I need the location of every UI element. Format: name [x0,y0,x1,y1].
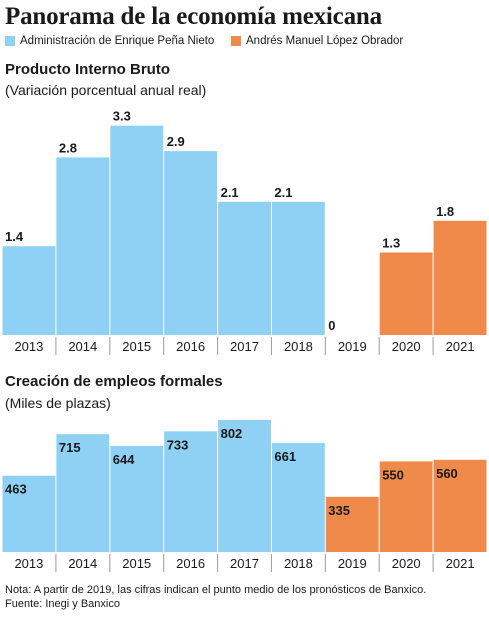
x-tick-2016: 2016 [176,339,205,354]
x-tick-2015: 2015 [122,556,151,571]
bar-2016 [164,151,218,335]
x-tick-2017: 2017 [230,556,259,571]
footnote-note: Nota: A partir de 2019, las cifras indic… [5,584,427,596]
legend-label-lopez-obrador: Andrés Manuel López Obrador [246,35,404,47]
x-tick-2015: 2015 [122,339,151,354]
bar-2017 [218,201,271,335]
x-tick-2018: 2018 [284,556,313,571]
bar-2021 [433,220,487,335]
legend-label-pena-nieto: Administración de Enrique Peña Nieto [20,35,215,47]
bar-2019 [325,496,379,552]
empleos-chart-subtitle: (Miles de plazas) [5,395,111,411]
x-tick-2020: 2020 [392,339,421,354]
x-tick-2014: 2014 [68,556,97,571]
bar-2015 [110,445,164,552]
data-label-2019: 335 [328,503,350,518]
bar-2014 [56,157,110,335]
footnote-source: Fuente: Inegi y Banxico [5,598,120,610]
data-label-2020: 550 [382,467,404,482]
x-tick-2017: 2017 [230,339,259,354]
bar-2014 [56,434,110,552]
x-tick-2020: 2020 [392,556,421,571]
data-label-2021: 560 [436,466,458,481]
bar-2017 [218,419,271,552]
x-tick-2014: 2014 [68,339,97,354]
x-tick-2018: 2018 [284,339,313,354]
data-label-2014: 715 [59,440,81,455]
data-label-2015: 644 [113,452,135,467]
bar-2015 [110,125,164,335]
legend-item-pena-nieto: Administración de Enrique Peña Nieto [5,35,214,47]
page-title: Panorama de la economía mexicana [5,3,382,30]
bar-2013 [2,475,56,552]
x-tick-2021: 2021 [446,339,475,354]
legend-item-lopez-obrador: Andrés Manuel López Obrador [231,35,403,47]
data-label-2020: 1.3 [382,236,400,251]
bar-2018 [271,201,325,335]
bar-2018 [271,443,325,552]
data-label-2018: 661 [274,449,296,464]
x-tick-2016: 2016 [176,556,205,571]
data-label-2017: 802 [221,426,243,441]
data-label-2014: 2.8 [59,140,77,155]
footnote: Nota: A partir de 2019, las cifras indic… [5,583,485,611]
data-label-2017: 2.1 [221,185,239,200]
data-label-2015: 3.3 [113,109,131,124]
data-label-2016: 2.9 [167,134,185,149]
pib-bar-chart: 1.4 2013 2.8 2014 3.3 2015 2.9 2016 2.1 2017 2.1 20… [2,109,487,355]
data-label-2013: 1.4 [5,229,24,244]
pib-chart-title: Producto Interno Bruto [5,61,170,78]
x-tick-2013: 2013 [14,339,43,354]
bar-2020 [379,461,433,552]
x-tick-2021: 2021 [446,556,475,571]
data-label-2013: 463 [5,482,27,497]
data-label-2016: 733 [167,437,189,452]
x-tick-2019: 2019 [338,556,367,571]
empleos-chart-title: Creación de empleos formales [5,373,223,390]
x-tick-2019: 2019 [338,339,367,354]
data-label-2021: 1.8 [436,204,454,219]
legend-swatch-pena-nieto [5,36,15,46]
pib-chart-subtitle: (Variación porcentual anual real) [5,82,207,98]
legend-swatch-lopez-obrador [231,36,241,46]
data-label-2019: 0 [328,318,335,333]
x-tick-2013: 2013 [14,556,43,571]
data-label-2018: 2.1 [274,185,292,200]
bar-2016 [164,431,218,552]
empleos-bar-chart: 463 2013 715 2014 644 2015 733 2016 802 2017 661 20… [2,419,487,572]
bar-2020 [379,252,433,335]
bar-2013 [2,246,56,335]
bar-2021 [433,459,487,552]
